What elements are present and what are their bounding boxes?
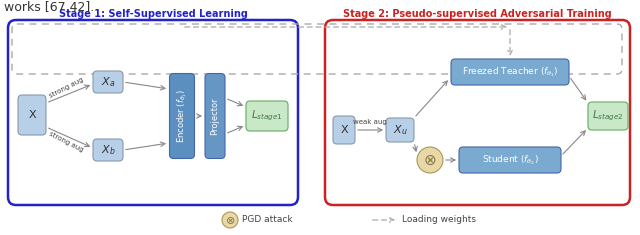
Circle shape — [417, 147, 443, 173]
FancyBboxPatch shape — [386, 118, 414, 142]
Text: PGD attack: PGD attack — [242, 215, 292, 224]
Text: $\mathit{L}_{stage1}$: $\mathit{L}_{stage1}$ — [251, 109, 283, 123]
FancyBboxPatch shape — [325, 20, 630, 205]
Text: $\otimes$: $\otimes$ — [423, 153, 436, 168]
Text: X: X — [28, 110, 36, 120]
Text: Loading weights: Loading weights — [402, 215, 476, 224]
FancyBboxPatch shape — [205, 74, 225, 158]
FancyBboxPatch shape — [170, 74, 195, 158]
Text: Student ($f_{\theta_2}$): Student ($f_{\theta_2}$) — [482, 153, 538, 167]
Text: works [67,42].: works [67,42]. — [4, 1, 94, 15]
Text: Projector: Projector — [211, 97, 220, 135]
FancyBboxPatch shape — [246, 101, 288, 131]
Text: Freezed Teacher ($f_{\theta_1}$): Freezed Teacher ($f_{\theta_1}$) — [461, 65, 558, 79]
FancyBboxPatch shape — [333, 116, 355, 144]
FancyBboxPatch shape — [8, 20, 298, 205]
Text: Encoder ($f_{\theta_1}$): Encoder ($f_{\theta_1}$) — [175, 89, 189, 143]
Text: $X_b$: $X_b$ — [100, 143, 115, 157]
Text: X: X — [340, 125, 348, 135]
Text: $\mathit{L}_{stage2}$: $\mathit{L}_{stage2}$ — [592, 109, 624, 123]
Text: weak aug: weak aug — [353, 119, 387, 125]
Text: $X_a$: $X_a$ — [101, 75, 115, 89]
Text: $X_u$: $X_u$ — [393, 123, 407, 137]
FancyBboxPatch shape — [451, 59, 569, 85]
Text: Stage 2: Pseudo-supervised Adversarial Training: Stage 2: Pseudo-supervised Adversarial T… — [342, 9, 611, 19]
Text: strong aug: strong aug — [48, 77, 84, 99]
Circle shape — [222, 212, 238, 228]
FancyBboxPatch shape — [459, 147, 561, 173]
FancyBboxPatch shape — [93, 71, 123, 93]
Text: Stage 1: Self-Supervised Learning: Stage 1: Self-Supervised Learning — [59, 9, 248, 19]
FancyBboxPatch shape — [588, 102, 628, 130]
Text: $\otimes$: $\otimes$ — [225, 215, 235, 226]
FancyBboxPatch shape — [18, 95, 46, 135]
FancyBboxPatch shape — [93, 139, 123, 161]
Text: strong aug: strong aug — [48, 131, 84, 153]
